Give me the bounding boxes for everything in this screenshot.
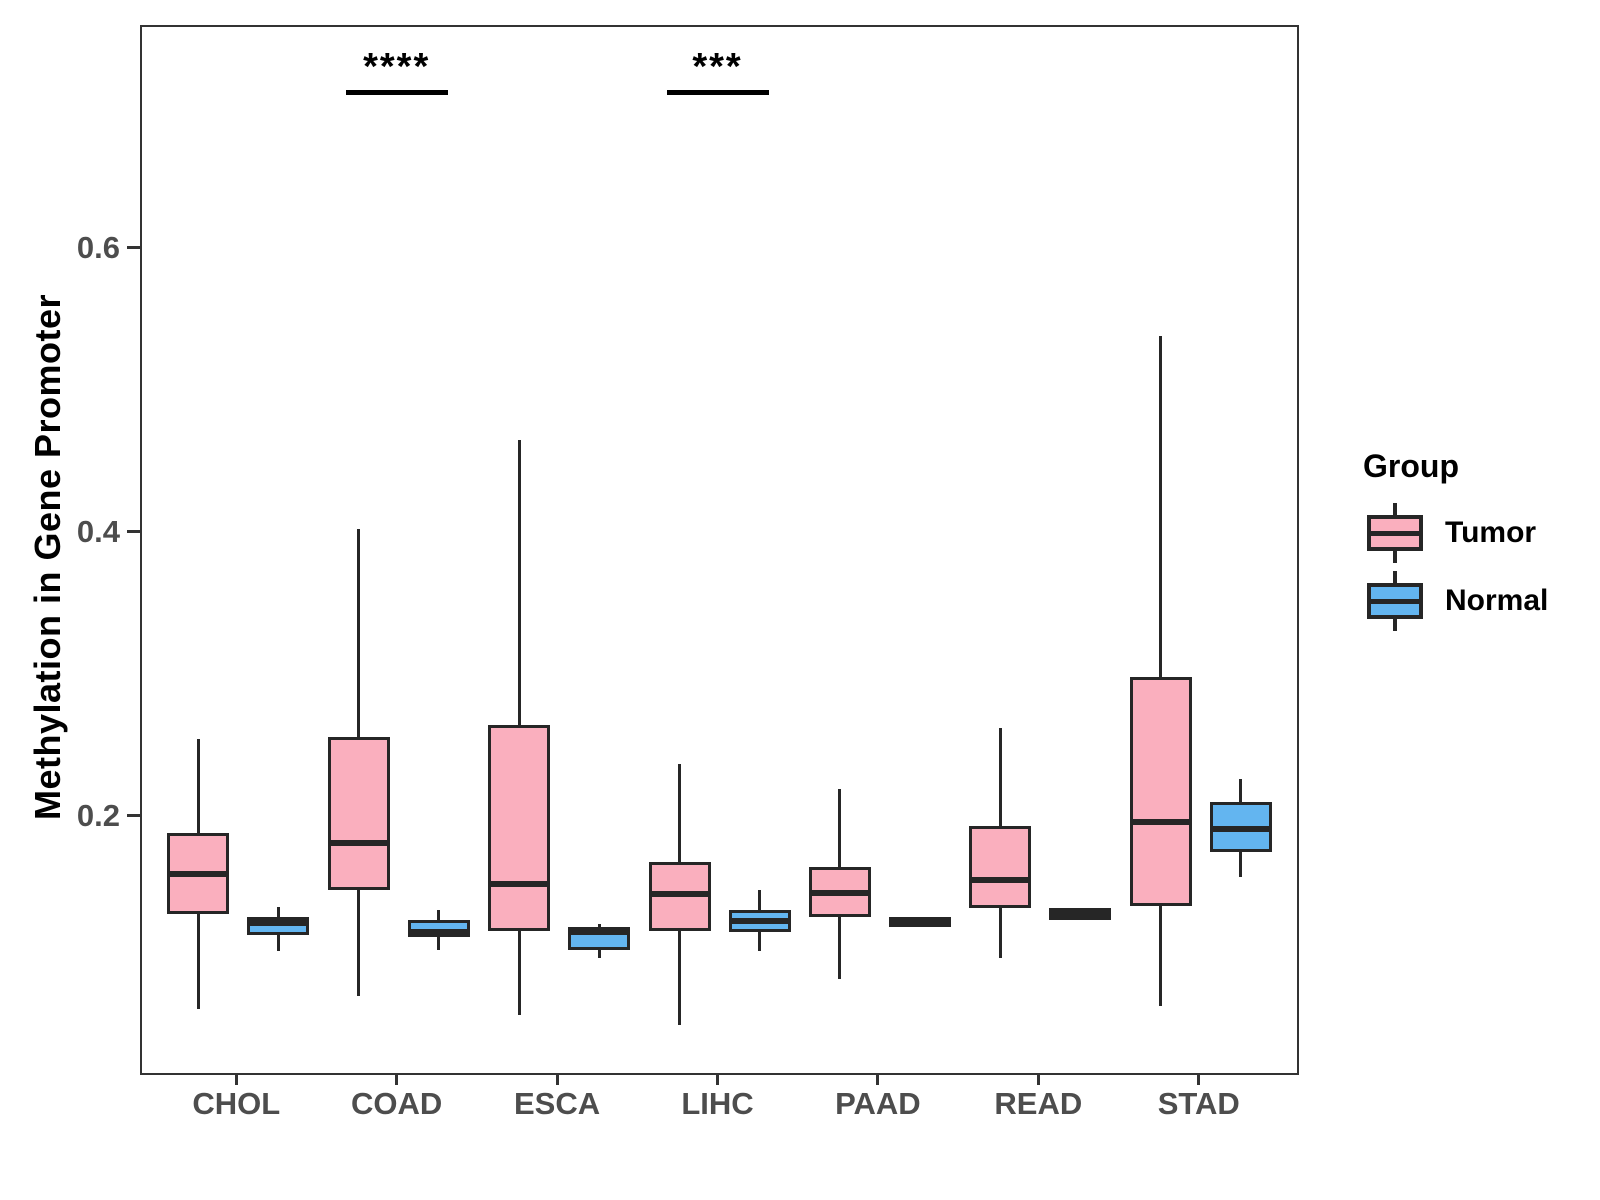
y-tick-label: 0.4 [76, 513, 120, 549]
median-normal-PAAD [888, 918, 951, 925]
x-tick-mark [716, 1073, 719, 1085]
y-tick-mark [127, 530, 140, 534]
median-tumor-READ [969, 876, 1032, 883]
y-tick-label: 0.6 [76, 229, 120, 265]
significance-bar-coad [345, 90, 448, 95]
legend-entry-tumor: Tumor [1340, 499, 1590, 567]
boxplot-glyph-icon [1367, 503, 1423, 563]
box-tumor-COAD [327, 736, 390, 890]
legend-items: Tumor Normal [1340, 499, 1590, 635]
median-normal-STAD [1209, 825, 1272, 832]
boxplot-glyph-icon [1367, 571, 1423, 631]
x-tick-label: LIHC [681, 1086, 754, 1121]
legend-label: Tumor [1445, 516, 1537, 549]
significance-stars-coad: **** [363, 46, 431, 88]
x-tick-label: PAAD [835, 1086, 921, 1121]
x-tick-mark [234, 1073, 238, 1085]
median-tumor-CHOL [167, 871, 230, 878]
plot-panel [140, 25, 1299, 1075]
legend-title: Group [1363, 448, 1459, 484]
legend-label: Normal [1445, 584, 1549, 617]
x-tick-mark [1036, 1073, 1040, 1085]
median-normal-CHOL [247, 919, 310, 926]
x-tick-mark [395, 1073, 399, 1085]
glyph-median [1367, 599, 1423, 604]
y-axis-title: Methylation in Gene Promoter [27, 293, 68, 821]
x-tick-label: ESCA [514, 1086, 601, 1121]
x-tick-mark [876, 1073, 880, 1085]
box-whisker-tumor-STAD [1159, 336, 1163, 1007]
median-normal-READ [1049, 911, 1112, 918]
box-tumor-ESCA [488, 725, 551, 932]
y-tick-mark [127, 246, 140, 250]
legend-entry-normal: Normal [1340, 567, 1590, 635]
x-tick-mark [1197, 1073, 1201, 1085]
median-tumor-PAAD [808, 889, 871, 896]
legend: Group Tumor Normal [1340, 448, 1590, 635]
y-tick-mark [127, 814, 140, 818]
median-tumor-STAD [1129, 818, 1192, 825]
glyph-median [1367, 531, 1423, 536]
x-tick-label: CHOL [192, 1086, 281, 1121]
median-tumor-COAD [327, 840, 390, 847]
median-normal-ESCA [568, 929, 631, 936]
significance-bar-lihc [666, 90, 769, 95]
y-tick-label: 0.2 [76, 797, 120, 833]
x-tick-label: STAD [1157, 1086, 1240, 1121]
median-tumor-ESCA [488, 881, 551, 888]
significance-stars-lihc: *** [692, 46, 743, 88]
median-normal-LIHC [728, 918, 791, 925]
x-tick-mark [555, 1073, 559, 1085]
median-tumor-LIHC [648, 891, 711, 898]
box-tumor-STAD [1129, 677, 1192, 906]
box-tumor-READ [969, 826, 1032, 909]
x-tick-label: READ [994, 1086, 1083, 1121]
x-tick-label: COAD [351, 1086, 443, 1121]
median-normal-COAD [407, 929, 470, 936]
